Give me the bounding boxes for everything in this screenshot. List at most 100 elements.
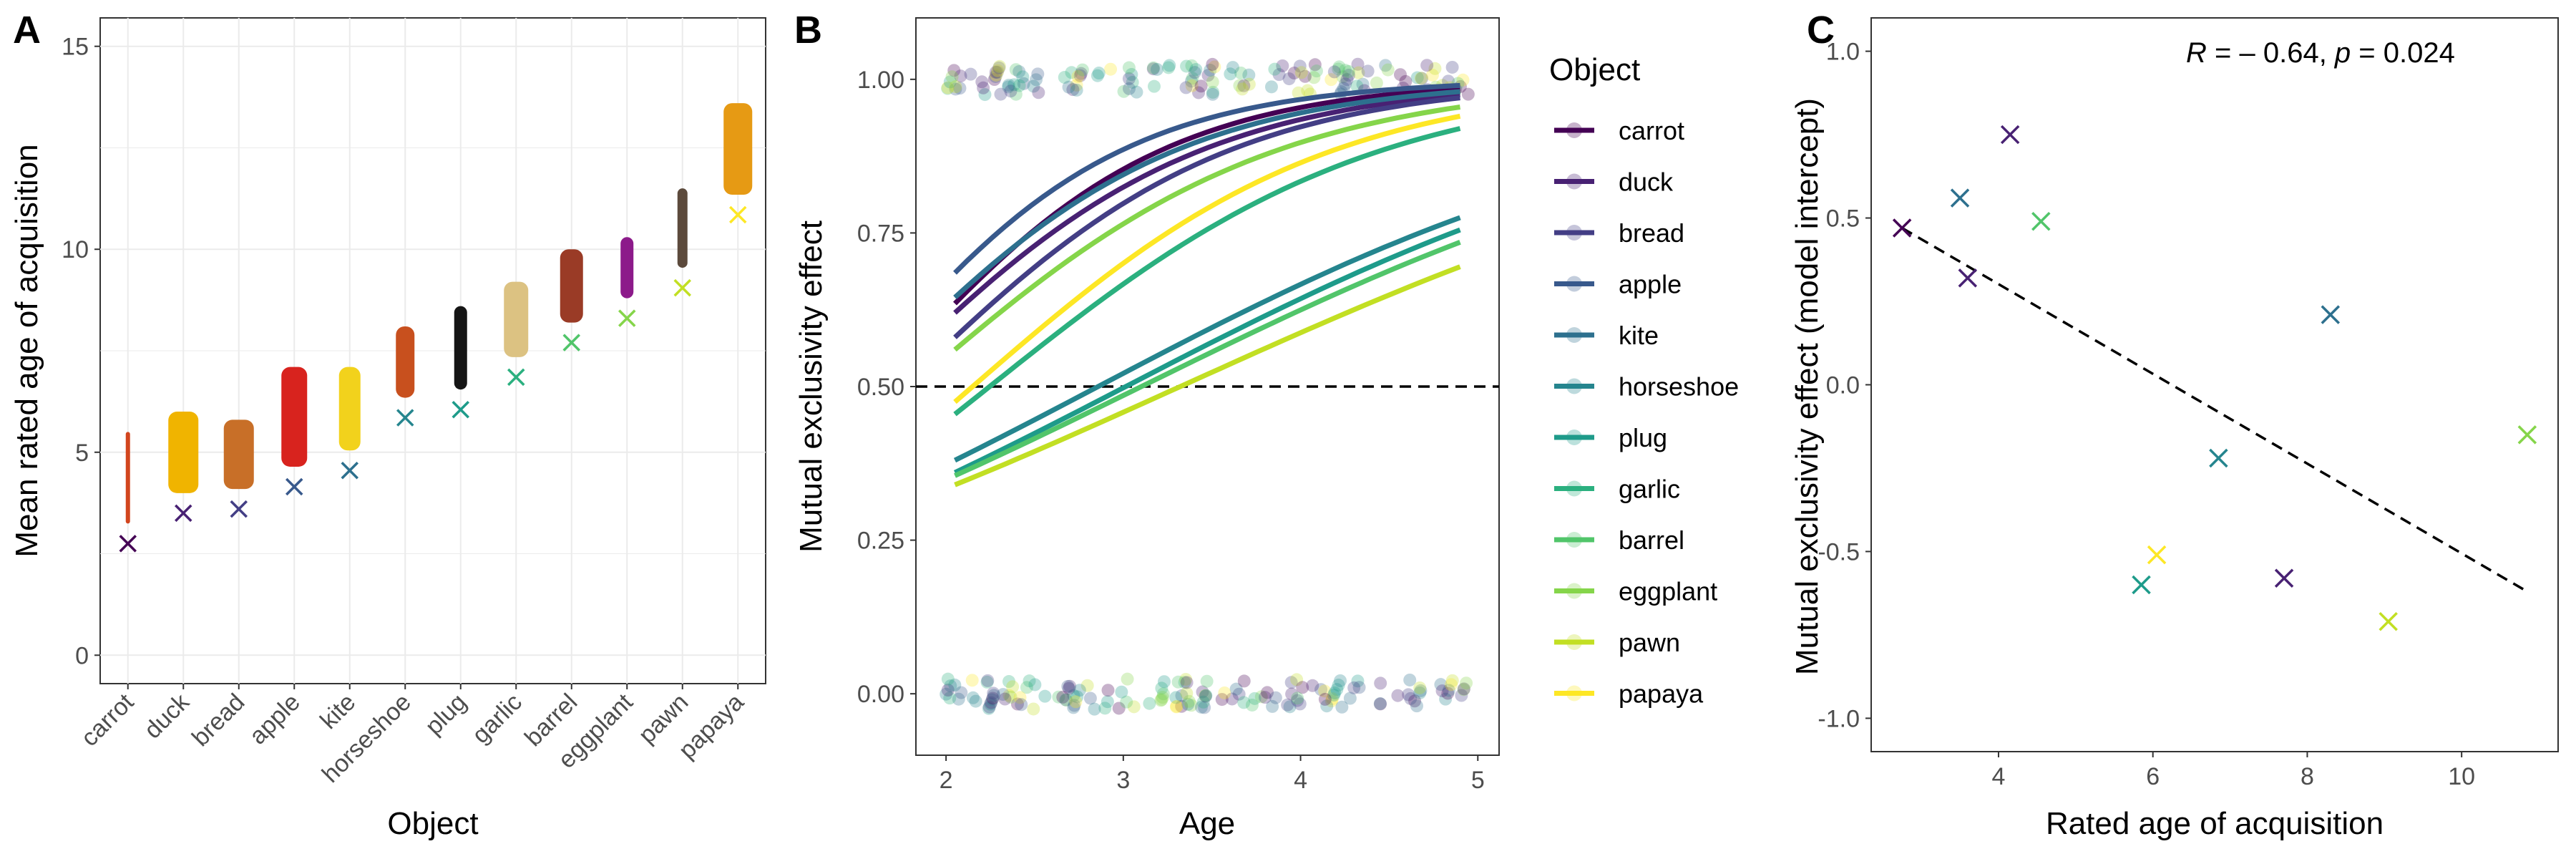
- raw-point: [947, 64, 961, 77]
- raw-point: [1208, 60, 1221, 74]
- raw-point: [1327, 689, 1341, 702]
- panel-a-y-label: Mean rated age of acquisition: [9, 144, 44, 557]
- raw-point: [1414, 72, 1428, 85]
- raw-point: [1215, 693, 1229, 707]
- raw-point: [1125, 68, 1138, 82]
- panel-a-points: [119, 205, 747, 553]
- raw-point: [1455, 689, 1468, 702]
- raw-point: [1342, 69, 1355, 82]
- raw-point: [987, 73, 1001, 87]
- raw-point: [1189, 63, 1203, 77]
- raw-point: [1122, 72, 1136, 85]
- point-kite: [2321, 305, 2341, 324]
- raw-point: [1199, 689, 1213, 702]
- raw-point: [998, 692, 1012, 706]
- series-line-barrel: [954, 240, 1461, 478]
- raw-point: [985, 693, 999, 707]
- raw-point: [952, 692, 965, 706]
- raw-point: [1067, 689, 1080, 702]
- raw-point: [1292, 86, 1305, 100]
- x-tick-label: 5: [1471, 767, 1485, 794]
- raw-point: [1126, 75, 1139, 89]
- raw-point: [1065, 66, 1078, 79]
- raw-point: [1284, 676, 1298, 689]
- raw-point: [1058, 71, 1071, 84]
- pawn-illustration: [677, 188, 688, 268]
- x-tick-label: 10: [2448, 763, 2475, 790]
- plug-illustration: [454, 306, 467, 390]
- raw-point: [1147, 79, 1161, 93]
- panel-b-tag: B: [794, 9, 822, 52]
- raw-point: [948, 678, 962, 691]
- raw-point: [1121, 672, 1134, 686]
- eggplant-illustration: [620, 237, 634, 299]
- raw-point: [1370, 76, 1383, 89]
- raw-point: [1324, 694, 1338, 708]
- raw-point: [1027, 702, 1040, 716]
- series-line-bread: [953, 95, 1460, 339]
- raw-point: [989, 65, 1002, 79]
- raw-point: [1399, 74, 1413, 88]
- raw-point: [1031, 67, 1045, 81]
- raw-point: [1276, 59, 1289, 72]
- raw-point: [1004, 84, 1018, 98]
- point-papaya: [729, 205, 747, 224]
- raw-point: [1013, 691, 1027, 704]
- raw-point: [1269, 691, 1282, 704]
- raw-point: [1290, 673, 1304, 686]
- legend-label: apple: [1619, 270, 1682, 299]
- raw-point: [964, 67, 977, 81]
- raw-point: [949, 82, 962, 96]
- raw-point: [943, 691, 957, 705]
- raw-point: [945, 70, 959, 84]
- raw-point: [966, 691, 980, 704]
- raw-point: [1180, 686, 1194, 700]
- raw-point: [1356, 77, 1370, 91]
- legend-item-garlic: garlic: [1554, 475, 1680, 504]
- series-line-plug: [953, 227, 1461, 475]
- raw-point: [1032, 86, 1045, 100]
- point-pawn: [2379, 612, 2398, 631]
- legend-item-kite: kite: [1554, 321, 1659, 350]
- y-tick-label: 0.75: [857, 220, 904, 247]
- raw-point: [1415, 72, 1429, 85]
- raw-point: [1062, 80, 1075, 94]
- legend-label: garlic: [1619, 475, 1680, 504]
- carrot-illustration: [125, 432, 130, 524]
- panel-b-lines: [953, 82, 1461, 487]
- series-line-papaya: [953, 113, 1461, 404]
- panel-b-ticks: 0.00 0.25 0.50 0.75 1.00 2 3 4 5: [857, 67, 1485, 794]
- raw-point: [1194, 700, 1208, 714]
- y-tick-label: -1.0: [1818, 705, 1860, 732]
- raw-point: [1080, 679, 1094, 692]
- raw-point: [1002, 675, 1016, 689]
- raw-point: [1361, 64, 1375, 78]
- raw-point: [1314, 683, 1328, 697]
- raw-point: [1351, 57, 1365, 71]
- raw-point: [1339, 77, 1352, 91]
- point-duck: [175, 504, 192, 523]
- raw-point: [1185, 74, 1199, 88]
- raw-point: [1206, 57, 1219, 71]
- legend-item-carrot: carrot: [1554, 116, 1684, 145]
- raw-point: [1266, 699, 1279, 713]
- raw-point: [1006, 680, 1020, 694]
- raw-point: [1410, 699, 1423, 713]
- raw-point: [1060, 693, 1073, 707]
- raw-point: [1154, 694, 1168, 707]
- legend-label: barrel: [1619, 525, 1684, 555]
- raw-point: [977, 81, 990, 94]
- raw-point: [1180, 676, 1194, 689]
- raw-point: [941, 684, 955, 697]
- raw-point: [1204, 64, 1217, 77]
- raw-point: [1070, 83, 1083, 97]
- raw-point: [1198, 701, 1211, 714]
- raw-point: [1169, 691, 1183, 704]
- raw-point: [1009, 63, 1023, 77]
- series-line-apple: [953, 82, 1460, 275]
- raw-point: [1171, 675, 1185, 689]
- raw-point: [1073, 684, 1086, 697]
- raw-point: [1298, 69, 1312, 83]
- raw-point: [1402, 688, 1415, 702]
